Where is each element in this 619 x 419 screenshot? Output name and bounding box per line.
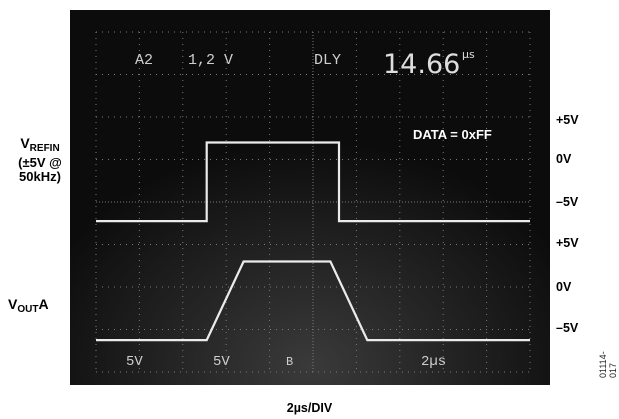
trigger-mark: B — [286, 355, 293, 369]
mode-readout: DLY — [314, 52, 341, 69]
figure-id: 01114-017 — [598, 351, 618, 378]
channel-readout: A2 — [135, 52, 153, 69]
graticule — [95, 31, 531, 373]
vouta-trace — [96, 260, 530, 342]
delay-unit: µs — [462, 48, 475, 61]
right-label-vout-minus5: –5V — [556, 321, 579, 335]
right-label-vref-0: 0V — [556, 152, 572, 166]
vrefin-label: VREFIN (±5V @ 50kHz) — [8, 136, 72, 184]
vrefin-range: (±5V @ — [18, 155, 62, 170]
screen-background — [70, 10, 550, 385]
ch1-scale-readout: 5V — [126, 354, 143, 370]
traces — [96, 141, 530, 342]
timebase-readout: 2µs — [421, 354, 446, 370]
vrefin-title: VREFIN — [20, 135, 60, 154]
ch2-scale-readout: 5V — [213, 354, 230, 370]
delay-readout: 14.66 — [383, 49, 460, 80]
x-axis-label: 2µs/DIV — [286, 401, 333, 415]
vrefin-frequency: 50kHz) — [19, 169, 61, 184]
data-annotation: DATA = 0xFF — [413, 127, 492, 142]
vout-label: VOUTA — [8, 296, 49, 315]
vrefin-trace — [96, 141, 530, 223]
right-label-vout-0: 0V — [556, 280, 572, 294]
right-label-vref-plus5: +5V — [556, 113, 579, 127]
oscilloscope-screen: A2 1,2 V DLY 14.66 µs DATA = 0xFF 5V 5V … — [70, 10, 550, 385]
right-label-vout-plus5: +5V — [556, 236, 579, 250]
scale-readout: 1,2 V — [188, 52, 233, 69]
right-label-vref-minus5: –5V — [556, 195, 579, 209]
